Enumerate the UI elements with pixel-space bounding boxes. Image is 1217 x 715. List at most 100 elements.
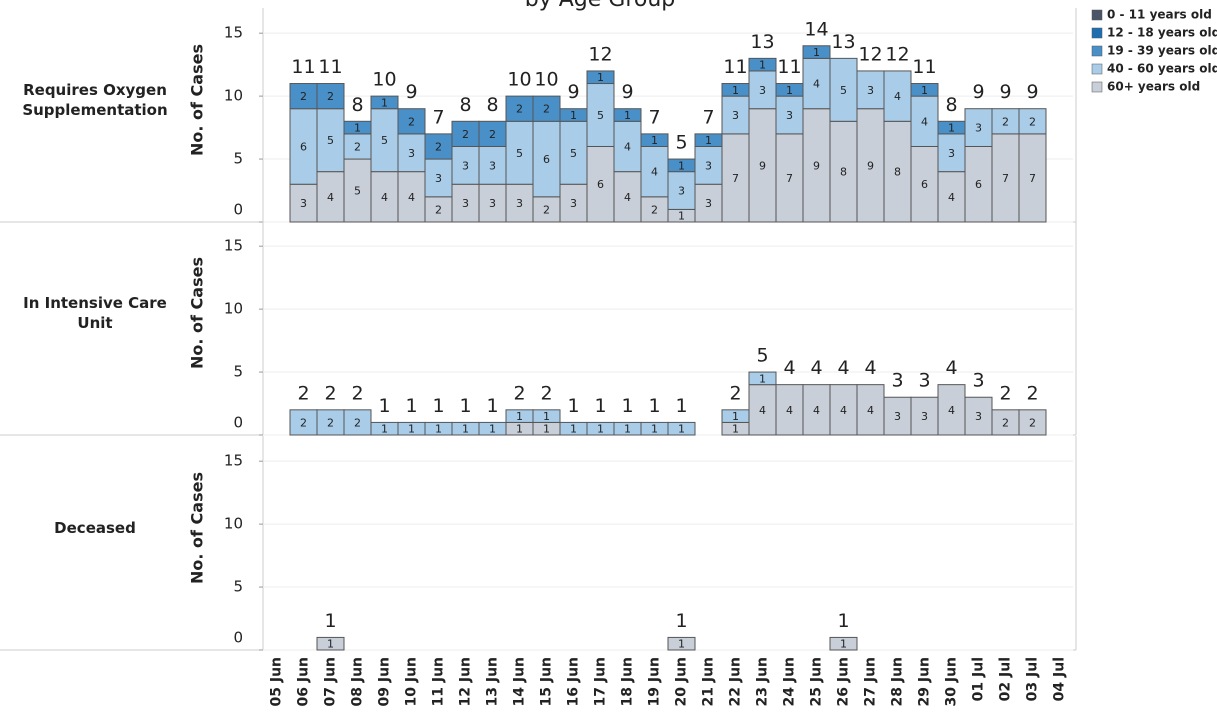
segment-label: 2 (435, 203, 442, 216)
total-label: 8 (459, 94, 471, 116)
segment-label: 3 (462, 197, 469, 210)
segment-label: 1 (543, 423, 550, 436)
x-tick-label: 28 Jun (890, 657, 906, 707)
row-label: In Intensive Care Unit (23, 294, 167, 332)
x-tick-label: 14 Jun (512, 657, 528, 707)
segment-label: 5 (840, 84, 847, 97)
segment-label: 1 (921, 84, 928, 97)
total-label: 4 (783, 357, 795, 379)
segment-label: 4 (759, 404, 766, 417)
segment-label: 3 (300, 197, 307, 210)
total-label: 3 (891, 370, 903, 392)
bar-segment (532, 120, 561, 198)
segment-label: 2 (651, 203, 658, 216)
segment-label: 2 (354, 416, 361, 429)
total-label: 1 (675, 610, 687, 632)
segment-label: 1 (435, 423, 442, 436)
total-label: 4 (864, 357, 876, 379)
bar-segment (991, 409, 1020, 436)
total-label: 1 (567, 395, 579, 417)
segment-label: 1 (570, 109, 577, 122)
bar-segment (613, 108, 642, 122)
bar-segment (586, 145, 615, 223)
total-label: 14 (804, 18, 828, 40)
chart-title: by Age Group (525, 0, 676, 12)
segment-label: 3 (705, 159, 712, 172)
segment-label: 4 (867, 404, 874, 417)
y-tick-label: 10 (224, 87, 243, 105)
total-label: 2 (999, 382, 1011, 404)
segment-label: 4 (786, 404, 793, 417)
segment-label: 1 (732, 410, 739, 423)
y-tick-label: 5 (233, 363, 243, 381)
total-label: 2 (540, 382, 552, 404)
total-label: 9 (621, 81, 633, 103)
total-label: 5 (675, 132, 687, 154)
segment-label: 3 (759, 84, 766, 97)
total-label: 2 (729, 382, 741, 404)
bar-segment (640, 133, 669, 147)
total-label: 4 (810, 357, 822, 379)
x-tick-label: 07 Jun (323, 657, 339, 707)
x-tick-label: 18 Jun (620, 657, 636, 707)
segment-label: 2 (327, 90, 334, 103)
segment-label: 1 (381, 423, 388, 436)
segment-label: 1 (408, 423, 415, 436)
y-tick-label: 10 (224, 300, 243, 318)
total-label: 9 (972, 81, 984, 103)
segment-label: 1 (678, 210, 685, 223)
x-tick-label: 10 Jun (404, 657, 420, 707)
y-tick-label: 15 (224, 24, 243, 42)
x-tick-label: 09 Jun (377, 657, 393, 707)
total-label: 1 (621, 395, 633, 417)
bar-segment (802, 45, 831, 59)
total-label: 7 (648, 106, 660, 128)
segment-label: 9 (759, 159, 766, 172)
bar-segment (937, 384, 966, 436)
bar-segment (424, 158, 453, 198)
bar-segment (478, 120, 507, 147)
segment-label: 2 (354, 140, 361, 153)
x-tick-label: 20 Jun (674, 657, 690, 707)
x-tick-label: 02 Jul (998, 657, 1014, 701)
segment-label: 3 (921, 410, 928, 423)
bar-segment (451, 145, 480, 185)
segment-label: 2 (516, 103, 523, 116)
bar-segment (856, 384, 885, 436)
segment-label: 4 (624, 140, 631, 153)
segment-label: 1 (813, 46, 820, 59)
segment-label: 7 (1029, 172, 1036, 185)
segment-label: 1 (948, 122, 955, 135)
segment-label: 6 (300, 140, 307, 153)
y-tick-label: 0 (233, 414, 243, 432)
segment-label: 3 (786, 109, 793, 122)
segment-label: 4 (624, 191, 631, 204)
total-label: 7 (432, 106, 444, 128)
bar-segment (289, 183, 318, 223)
total-label: 8 (351, 94, 363, 116)
total-label: 9 (567, 81, 579, 103)
bar-segment (370, 108, 399, 173)
total-label: 1 (594, 395, 606, 417)
total-label: 1 (405, 395, 417, 417)
total-label: 4 (945, 357, 957, 379)
bar-segment (721, 133, 750, 223)
legend-label: 19 - 39 years old (1107, 44, 1217, 58)
segment-label: 6 (597, 178, 604, 191)
bar-segment (424, 133, 453, 160)
total-label: 1 (486, 395, 498, 417)
total-label: 1 (432, 395, 444, 417)
segment-label: 1 (678, 423, 685, 436)
segment-label: 1 (516, 423, 523, 436)
segment-label: 1 (732, 84, 739, 97)
y-axis-label: No. of Cases (188, 257, 207, 369)
segment-label: 1 (759, 372, 766, 385)
bar-segment (1018, 108, 1047, 135)
x-tick-label: 11 Jun (431, 657, 447, 707)
bar-segment (505, 95, 534, 122)
y-tick-label: 15 (224, 452, 243, 470)
segment-label: 3 (975, 122, 982, 135)
x-tick-label: 19 Jun (647, 657, 663, 707)
segment-label: 7 (732, 172, 739, 185)
bar-segment (1018, 409, 1047, 436)
